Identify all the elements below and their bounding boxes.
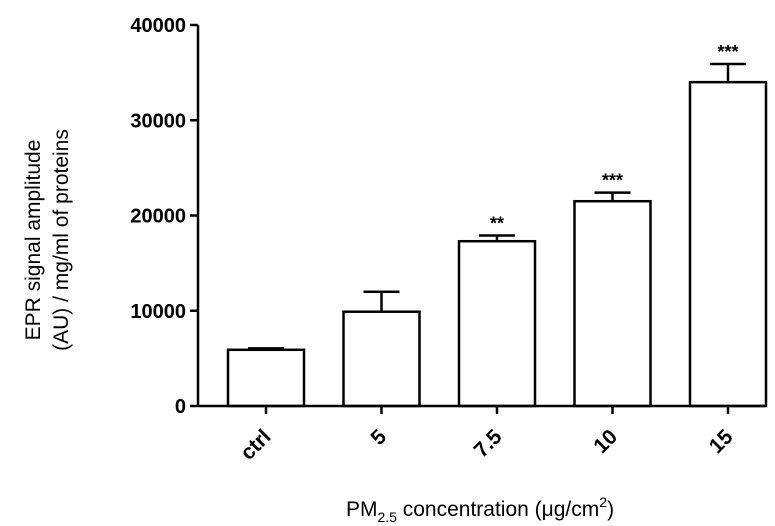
bar	[342, 310, 421, 408]
y-axis-title-line1: EPR signal amplitude	[22, 140, 45, 341]
bar	[226, 348, 306, 408]
significance-label: ***	[602, 171, 623, 191]
x-axis-title-middle: concentration (μg/cm	[397, 498, 599, 521]
bars-layer: ********	[226, 42, 768, 408]
y-tick-label: 0	[175, 396, 186, 418]
bar	[688, 80, 768, 408]
x-axis-title: PM2.5 concentration (μg/cm2)	[346, 494, 614, 525]
y-tick-label: 10000	[130, 301, 186, 323]
bar	[573, 199, 652, 408]
x-tick-label: 10	[589, 425, 622, 458]
significance-label: **	[490, 214, 504, 234]
y-tick-label: 20000	[130, 206, 186, 228]
x-tick-label: 5	[367, 425, 392, 450]
y-tick-label: 40000	[130, 15, 186, 37]
x-tick-label: ctrl	[236, 425, 275, 464]
x-axis-title-prefix: PM	[346, 498, 378, 521]
x-axis-title-superscript: 2	[599, 494, 607, 510]
significance-label: ***	[717, 42, 738, 62]
bar	[457, 239, 537, 408]
y-axis-title-line2: (AU) / mg/ml of proteins	[50, 129, 73, 351]
x-tick-label: 15	[705, 425, 738, 458]
y-tick-label: 30000	[130, 110, 186, 132]
x-tick-label: 7.5	[470, 425, 507, 462]
x-axis-title-subscript: 2.5	[377, 509, 397, 525]
x-axis-title-suffix: )	[607, 498, 614, 521]
